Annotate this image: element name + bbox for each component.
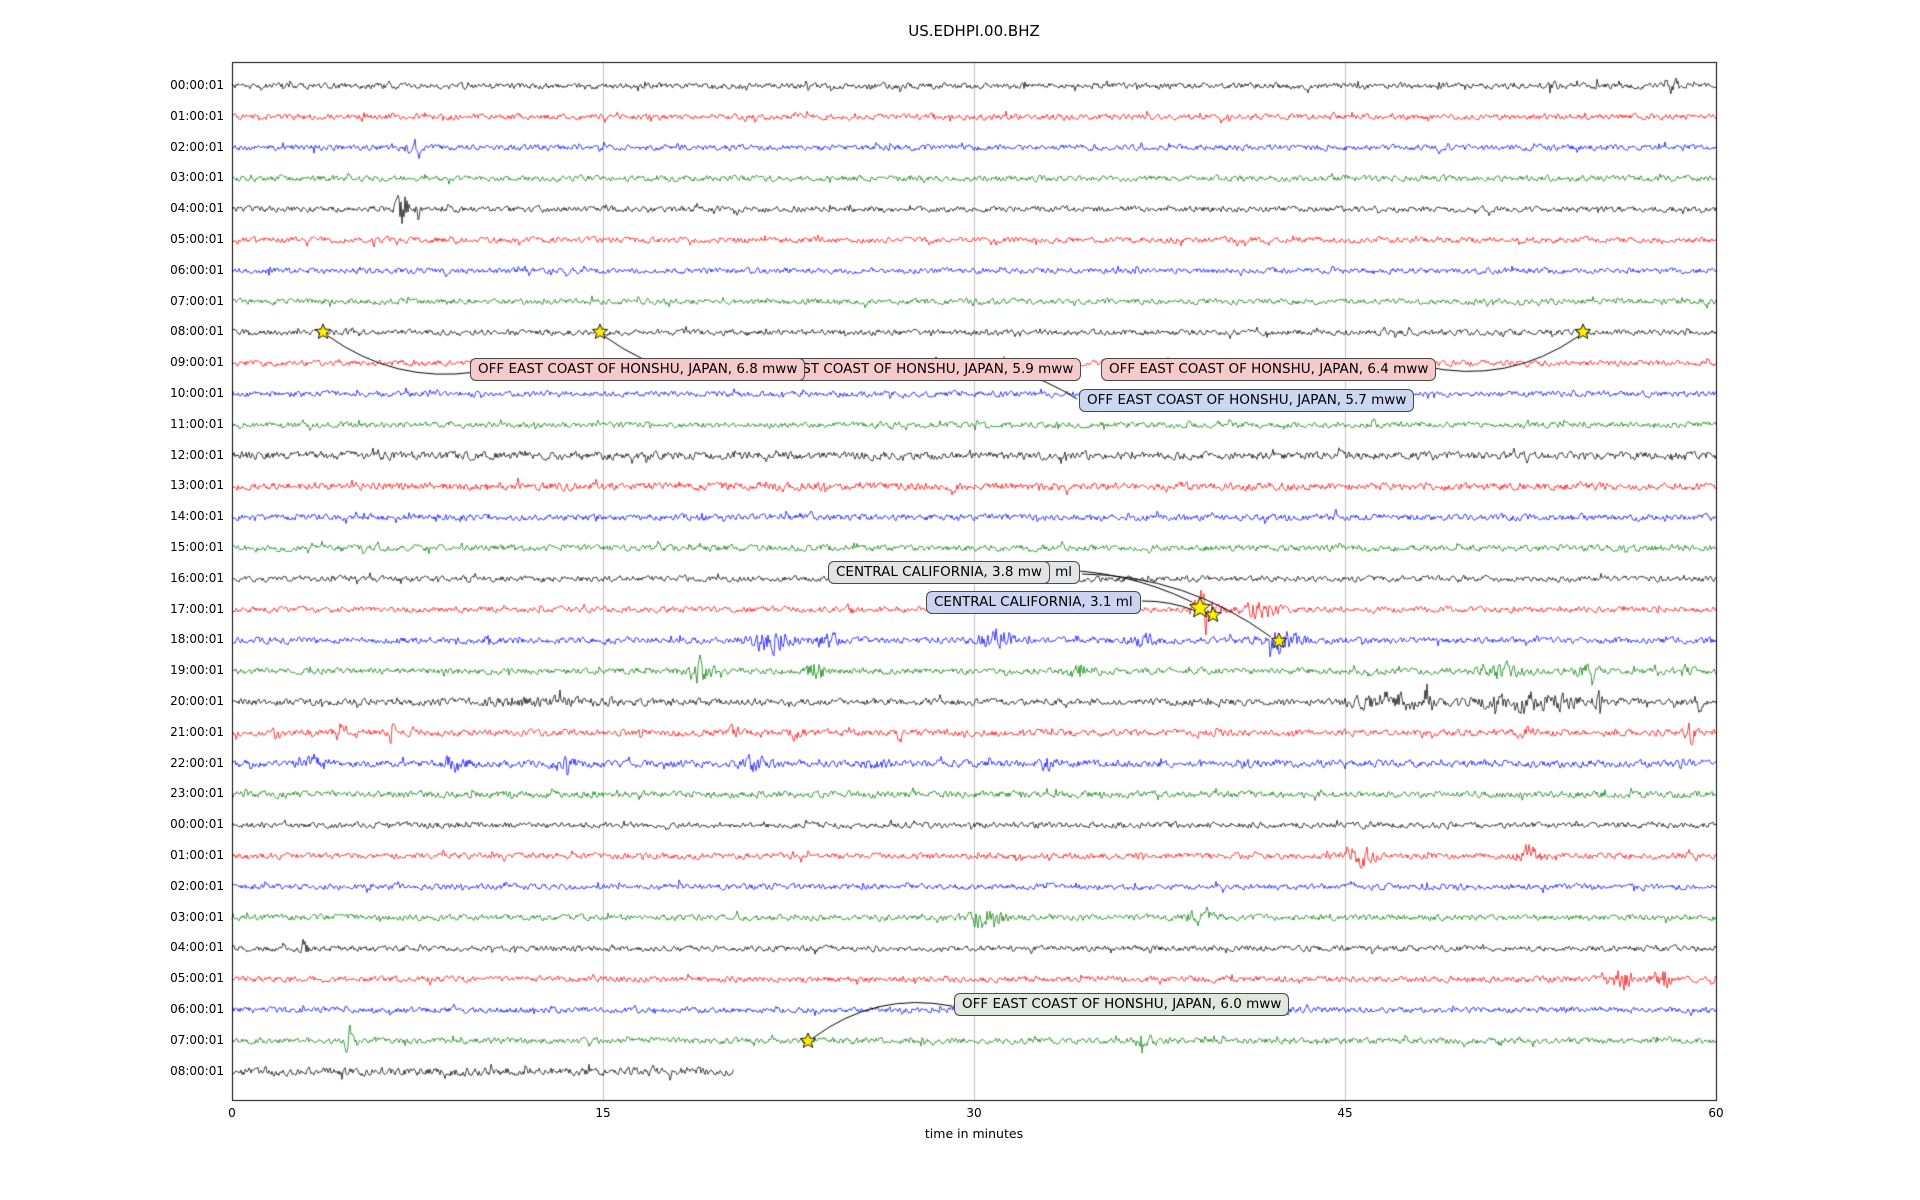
y-axis-label: 19:00:01 xyxy=(170,663,224,678)
y-axis-label: 04:00:01 xyxy=(170,940,224,955)
event-label-central-ca-3-1: CENTRAL CALIFORNIA, 3.1 ml xyxy=(926,591,1141,614)
x-tick-label: 0 xyxy=(228,1106,236,1120)
y-axis-label: 14:00:01 xyxy=(170,509,224,524)
event-label-honshu-5-9: OFF EAST COAST OF HONSHU, JAPAN, 5.9 mww xyxy=(746,358,1082,381)
y-axis-label: 23:00:01 xyxy=(170,786,224,801)
y-axis-label: 04:00:01 xyxy=(170,201,224,216)
event-label-honshu-6-0: OFF EAST COAST OF HONSHU, JAPAN, 6.0 mww xyxy=(954,993,1290,1016)
y-axis-label: 10:00:01 xyxy=(170,386,224,400)
y-axis-label: 06:00:01 xyxy=(170,262,224,277)
y-axis-label: 16:00:01 xyxy=(170,570,224,585)
y-axis-label: 20:00:01 xyxy=(170,694,224,708)
y-axis-label: 15:00:01 xyxy=(170,540,224,554)
x-tick-label: 30 xyxy=(966,1106,982,1120)
y-axis-label: 03:00:01 xyxy=(170,170,224,185)
y-axis-label: 03:00:01 xyxy=(170,909,224,924)
y-axis-label: 00:00:01 xyxy=(170,817,224,832)
y-axis-label: 01:00:01 xyxy=(170,848,224,862)
y-axis-label: 02:00:01 xyxy=(170,139,224,154)
event-label-honshu-6-4: OFF EAST COAST OF HONSHU, JAPAN, 6.4 mww xyxy=(1101,358,1437,381)
x-tick-label: 45 xyxy=(1337,1106,1353,1120)
y-axis-label: 06:00:01 xyxy=(170,1002,224,1016)
y-axis-label: 08:00:01 xyxy=(170,1063,224,1078)
event-label-honshu-5-7: OFF EAST COAST OF HONSHU, JAPAN, 5.7 mww xyxy=(1079,389,1415,412)
y-axis-label: 01:00:01 xyxy=(170,108,224,123)
x-tick-label: 15 xyxy=(595,1106,611,1120)
y-axis-label: 12:00:01 xyxy=(170,447,224,462)
y-axis-label: 02:00:01 xyxy=(170,878,224,893)
x-tick-label: 60 xyxy=(1708,1106,1724,1120)
y-axis-label: 07:00:01 xyxy=(170,293,224,308)
y-axis-label: 21:00:01 xyxy=(170,724,224,739)
x-axis-label: time in minutes xyxy=(924,1126,1024,1141)
y-axis-label: 07:00:01 xyxy=(170,1032,224,1047)
plot-title: US.EDHPI.00.BHZ xyxy=(908,22,1040,40)
y-axis-label: 05:00:01 xyxy=(170,971,224,986)
y-axis-label: 11:00:01 xyxy=(170,416,224,431)
y-axis-label: 09:00:01 xyxy=(170,355,224,370)
y-axis-label: 05:00:01 xyxy=(170,232,224,246)
event-label-central-ca-3-8: CENTRAL CALIFORNIA, 3.8 mw xyxy=(828,561,1050,584)
y-axis-label: 18:00:01 xyxy=(170,632,224,647)
y-axis-label: 08:00:01 xyxy=(170,324,224,339)
y-axis-label: 00:00:01 xyxy=(170,78,224,92)
y-axis-label: 13:00:01 xyxy=(170,478,224,493)
event-label-honshu-6-8: OFF EAST COAST OF HONSHU, JAPAN, 6.8 mww xyxy=(470,358,806,381)
y-axis-label: 22:00:01 xyxy=(170,755,224,770)
y-axis-label: 17:00:01 xyxy=(170,601,224,616)
